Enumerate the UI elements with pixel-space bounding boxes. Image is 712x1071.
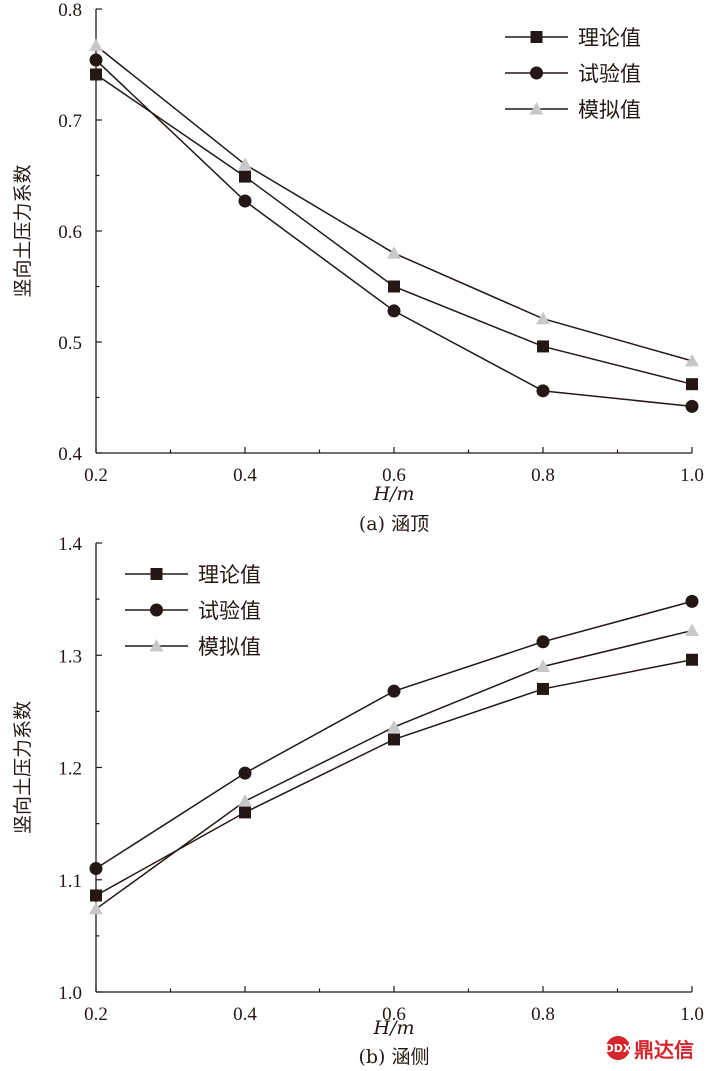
data-point-square (90, 889, 102, 902)
legend-circle-icon (150, 603, 163, 617)
data-point-circle (387, 304, 401, 318)
y-tick-label: 1.4 (58, 534, 82, 555)
legend-label: 理论值 (578, 26, 641, 50)
legend-triangle-icon (149, 639, 164, 652)
data-point-square (537, 340, 549, 353)
y-axis-title: 竖向土压力系数 (12, 164, 34, 297)
data-point-triangle (685, 353, 699, 367)
data-point-square (388, 733, 400, 746)
x-tick-label: 1.0 (680, 1004, 704, 1025)
data-point-triangle (685, 623, 699, 637)
x-tick-label: 0.2 (84, 1004, 108, 1025)
y-tick-label: 1.3 (58, 646, 82, 667)
data-point-circle (685, 594, 699, 608)
data-point-square (686, 378, 698, 391)
y-tick-label: 0.4 (58, 444, 82, 465)
data-point-square (537, 682, 549, 695)
legend-square-icon (150, 568, 163, 580)
data-point-triangle (89, 38, 103, 52)
y-tick-label: 0.8 (58, 0, 82, 21)
y-tick-label: 1.2 (58, 759, 82, 780)
x-tick-label: 0.4 (233, 1004, 257, 1025)
watermark-text: 鼎达信 (634, 1037, 694, 1062)
y-tick-label: 0.7 (58, 111, 82, 132)
data-point-circle (536, 635, 550, 649)
x-tick-label: 0.6 (382, 1004, 406, 1025)
x-axis-title: H/m (373, 1017, 415, 1039)
panel-a-chart: 0.40.50.60.70.80.2 0.4 0.6 0.8 1.0竖向土压力系数H/m… (12, 0, 704, 535)
data-point-square (686, 653, 698, 666)
legend-label: 试验值 (198, 599, 261, 623)
data-point-triangle (238, 794, 252, 807)
x-tick-label: 0.8 (531, 1004, 555, 1025)
panel-b-chart: 1.0 1.1 1.2 1.3 1.4 0.2 0.4 0.6 0.8 1.0 竖向土压力系数 H/m… (12, 534, 704, 1068)
x-tick-label: 0.4 (233, 465, 257, 486)
panel-caption: (b) 涵侧 (358, 1046, 429, 1068)
legend-label: 理论值 (198, 563, 261, 587)
y-axis-title: 竖向土压力系数 (12, 701, 34, 834)
data-point-triangle (536, 659, 550, 672)
x-tick-label: 0.8 (531, 465, 555, 486)
data-point-square (239, 170, 251, 183)
data-point-square (388, 280, 400, 293)
x-axis-title: H/m (373, 483, 415, 505)
data-point-triangle (89, 901, 103, 915)
data-point-triangle (387, 720, 401, 733)
data-point-triangle (536, 311, 550, 325)
data-point-triangle (238, 157, 252, 170)
watermark: DDX 鼎达信 (605, 1034, 694, 1062)
legend-label: 模拟值 (578, 98, 641, 122)
legend-circle-icon (530, 66, 543, 80)
y-tick-label: 1.0 (58, 983, 82, 1004)
series-line-triangle (95, 629, 693, 910)
x-tick-label: 0.2 (84, 465, 108, 486)
data-point-circle (536, 384, 550, 398)
legend-triangle-icon (529, 102, 544, 115)
data-point-square (90, 68, 102, 81)
legend-label: 试验值 (578, 62, 641, 86)
legend-label: 模拟值 (198, 635, 261, 659)
data-point-circle (238, 766, 252, 780)
panel-caption: (a) 涵顶 (359, 513, 429, 535)
data-point-triangle (387, 246, 401, 259)
data-point-circle (89, 862, 103, 876)
x-tick-label: 1.0 (680, 465, 704, 486)
legend-square-icon (530, 31, 543, 43)
watermark-logo-icon: DDX (605, 1036, 631, 1060)
data-point-circle (89, 53, 103, 67)
data-point-circle (387, 684, 401, 698)
y-tick-label: 1.1 (58, 871, 82, 892)
data-point-circle (238, 194, 252, 208)
y-tick-label: 0.6 (58, 222, 82, 243)
y-tick-label: 0.5 (58, 333, 82, 354)
data-point-circle (685, 399, 699, 413)
x-tick-label: 0.6 (382, 465, 406, 486)
data-point-square (239, 806, 251, 819)
